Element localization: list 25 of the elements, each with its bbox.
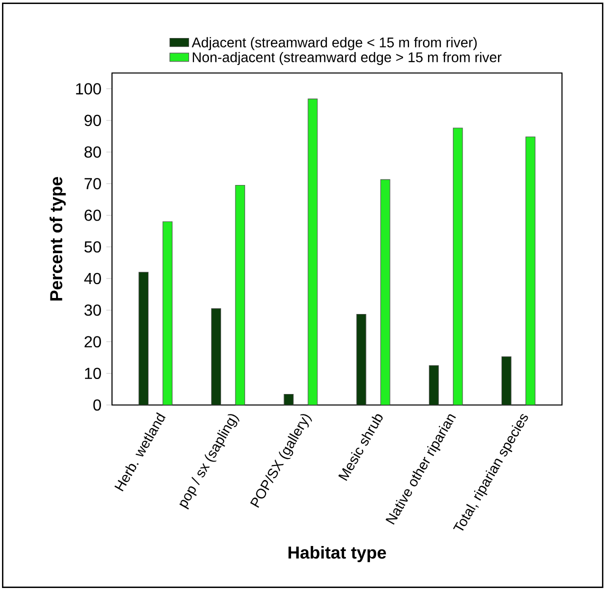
y-axis-title: Percent of type [50,176,66,300]
bar [452,128,463,405]
bar [211,308,222,405]
y-tick-label: 90 [84,114,101,126]
bar [502,356,512,405]
bar [235,184,246,405]
y-tick-label: 30 [84,304,101,316]
y-tick-label: 60 [84,210,101,221]
bar [526,136,536,405]
x-axis-title: Habitat type [288,546,386,562]
legend-label: Non-adjacent (streamward edge > 15 m from river [192,52,502,65]
y-tick-label: 80 [84,146,101,158]
y-tick-label: 10 [85,368,101,380]
y-tick-label: 50 [84,241,101,253]
bar [380,179,390,405]
y-tick-label: 70 [84,178,101,190]
bar [356,314,366,405]
legend-label: Adjacent (streamward edge < 15 m from river) [192,37,477,50]
y-tick-label: 100 [76,83,101,94]
y-tick-label: 0 [93,399,101,411]
y-tick-label: 20 [84,336,101,348]
bar [308,98,318,405]
y-tick-label: 40 [84,272,101,284]
bar [138,272,148,405]
bar [162,221,172,405]
